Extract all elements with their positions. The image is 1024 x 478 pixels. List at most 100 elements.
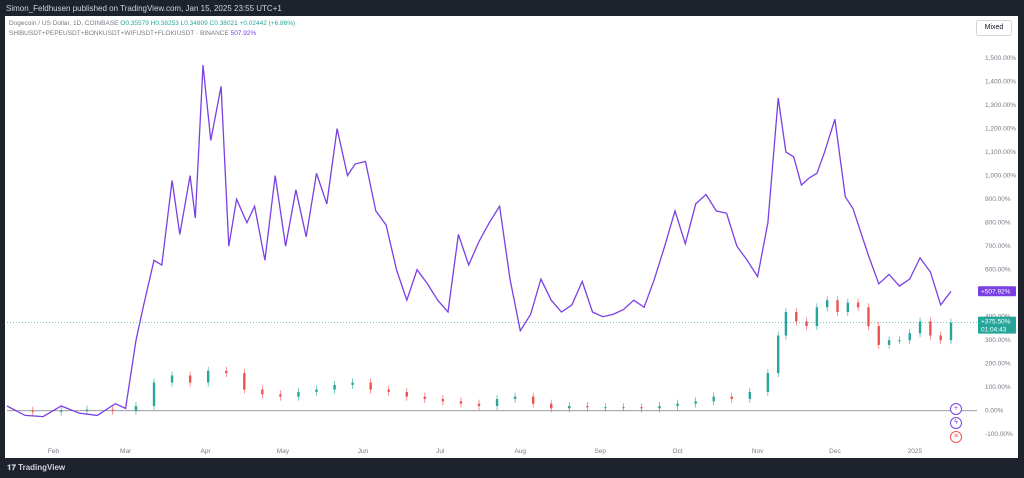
candle-body: [134, 406, 138, 411]
candle-body: [748, 391, 752, 399]
candle-body: [795, 312, 798, 322]
y-tick-label: 800.00%: [985, 220, 1011, 227]
legend-series-1: Dogecoin / US Dollar, 1D, COINBASE O0.35…: [9, 19, 295, 29]
candle-body: [836, 300, 839, 312]
candle-body: [423, 396, 427, 399]
candle-body: [658, 406, 661, 409]
footer-bar: 𝟏𝟕 TradingView: [0, 458, 1024, 478]
x-tick-label: Dec: [829, 448, 841, 455]
candle-body: [939, 335, 942, 341]
y-tick-label: -100.00%: [985, 431, 1013, 438]
candle-body: [315, 389, 318, 392]
purple-value-badge: [978, 286, 1016, 297]
candle-body: [867, 307, 870, 327]
candle-body: [441, 398, 445, 402]
candle-body: [243, 373, 246, 390]
candle-body: [805, 321, 808, 327]
series-1-ohlc: O0.35579 H0.38253 L0.34809 C0.38021 +0.0…: [120, 20, 296, 27]
candle-body: [877, 326, 880, 345]
green-badge-text: +375.50%: [981, 319, 1011, 326]
candle-body: [225, 370, 228, 374]
x-tick-label: Feb: [48, 448, 60, 455]
candle-body: [477, 403, 481, 407]
scale-mode-button[interactable]: Mixed: [976, 20, 1012, 36]
candle-body: [531, 396, 535, 404]
y-tick-label: 900.00%: [985, 196, 1011, 203]
plus-circle-icon[interactable]: +: [950, 403, 962, 415]
candle-body: [111, 409, 114, 411]
x-tick-label: Aug: [514, 448, 526, 455]
candle-body: [495, 398, 499, 407]
us-flag-icon[interactable]: ≡: [950, 431, 962, 443]
published-header: Simon_Feldhusen published on TradingView…: [6, 4, 282, 13]
y-tick-label: 0.00%: [985, 408, 1004, 415]
candle-body: [261, 389, 264, 395]
y-tick-label: 1,200.00%: [985, 126, 1016, 133]
green-badge-time: 01:04:43: [981, 327, 1007, 334]
candle-body: [730, 396, 733, 399]
y-tick-label: 200.00%: [985, 361, 1011, 368]
candle-body: [694, 401, 697, 404]
candle-body: [369, 382, 372, 390]
candle-body: [170, 375, 174, 383]
x-tick-label: Nov: [752, 448, 764, 455]
series-2-value: 507.92%: [230, 30, 257, 37]
candle-body: [908, 333, 911, 341]
candle-body: [856, 302, 860, 308]
chart-pane[interactable]: Dogecoin / US Dollar, 1D, COINBASE O0.35…: [5, 16, 1018, 458]
candle-body: [784, 312, 788, 336]
lightning-icon[interactable]: ϟ: [950, 417, 962, 429]
y-tick-label: 1,100.00%: [985, 149, 1016, 156]
tradingview-logo[interactable]: 𝟏𝟕 TradingView: [7, 463, 65, 473]
memecoin-index-line: [6, 65, 952, 418]
tradingview-logo-icon: 𝟏𝟕: [7, 463, 16, 472]
candle-body: [297, 391, 300, 397]
x-tick-label: Apr: [201, 448, 212, 455]
candle-body: [550, 403, 553, 409]
candle-body: [152, 382, 156, 407]
x-tick-label: Jun: [358, 448, 369, 455]
y-tick-label: 300.00%: [985, 337, 1011, 344]
legend-series-2: SHIBUSDT+PEPEUSDT+BONKUSDT+WIFUSDT+FLOKI…: [9, 29, 295, 39]
candle-body: [676, 403, 679, 407]
candle-body: [918, 321, 922, 334]
candle-body: [31, 410, 34, 412]
x-tick-label: Mar: [120, 448, 132, 455]
candle-body: [513, 396, 517, 399]
candle-body: [604, 407, 607, 409]
candle-body: [815, 307, 819, 327]
candle-body: [568, 406, 571, 409]
chart-legend: Dogecoin / US Dollar, 1D, COINBASE O0.35…: [9, 19, 295, 39]
candle-body: [640, 407, 643, 409]
x-tick-label: Sep: [594, 448, 606, 455]
series-2-label: SHIBUSDT+PEPEUSDT+BONKUSDT+WIFUSDT+FLOKI…: [9, 30, 229, 37]
candle-body: [387, 389, 390, 392]
candle-body: [887, 340, 891, 345]
y-tick-label: 1,300.00%: [985, 102, 1016, 109]
candle-body: [188, 375, 192, 383]
x-tick-label: Oct: [673, 448, 683, 455]
candle-body: [279, 394, 282, 397]
candle-body: [825, 300, 829, 308]
candle-body: [333, 384, 336, 390]
y-tick-label: 1,000.00%: [985, 173, 1016, 180]
candle-body: [351, 382, 354, 385]
candle-body: [776, 335, 780, 374]
candle-body: [949, 322, 953, 341]
x-tick-label: May: [277, 448, 290, 455]
candle-body: [712, 396, 715, 402]
series-1-label: Dogecoin / US Dollar, 1D, COINBASE: [9, 20, 119, 27]
tradingview-logo-text: TradingView: [18, 463, 66, 472]
candle-body: [85, 409, 89, 411]
candle-body: [405, 391, 408, 397]
candle-body: [846, 302, 850, 312]
candle-body: [586, 406, 589, 408]
chart-svg: 1,500.00% 1,400.00% 1,300.00% 1,200.00% 1,10…: [6, 55, 1016, 455]
candle-body: [929, 321, 932, 336]
candle-body: [766, 373, 770, 392]
y-tick-label: 700.00%: [985, 243, 1011, 250]
candle-body: [622, 407, 625, 409]
x-tick-label: 2025: [908, 448, 923, 455]
x-tick-label: Jul: [436, 448, 445, 455]
y-tick-label: 1,500.00%: [985, 55, 1016, 62]
